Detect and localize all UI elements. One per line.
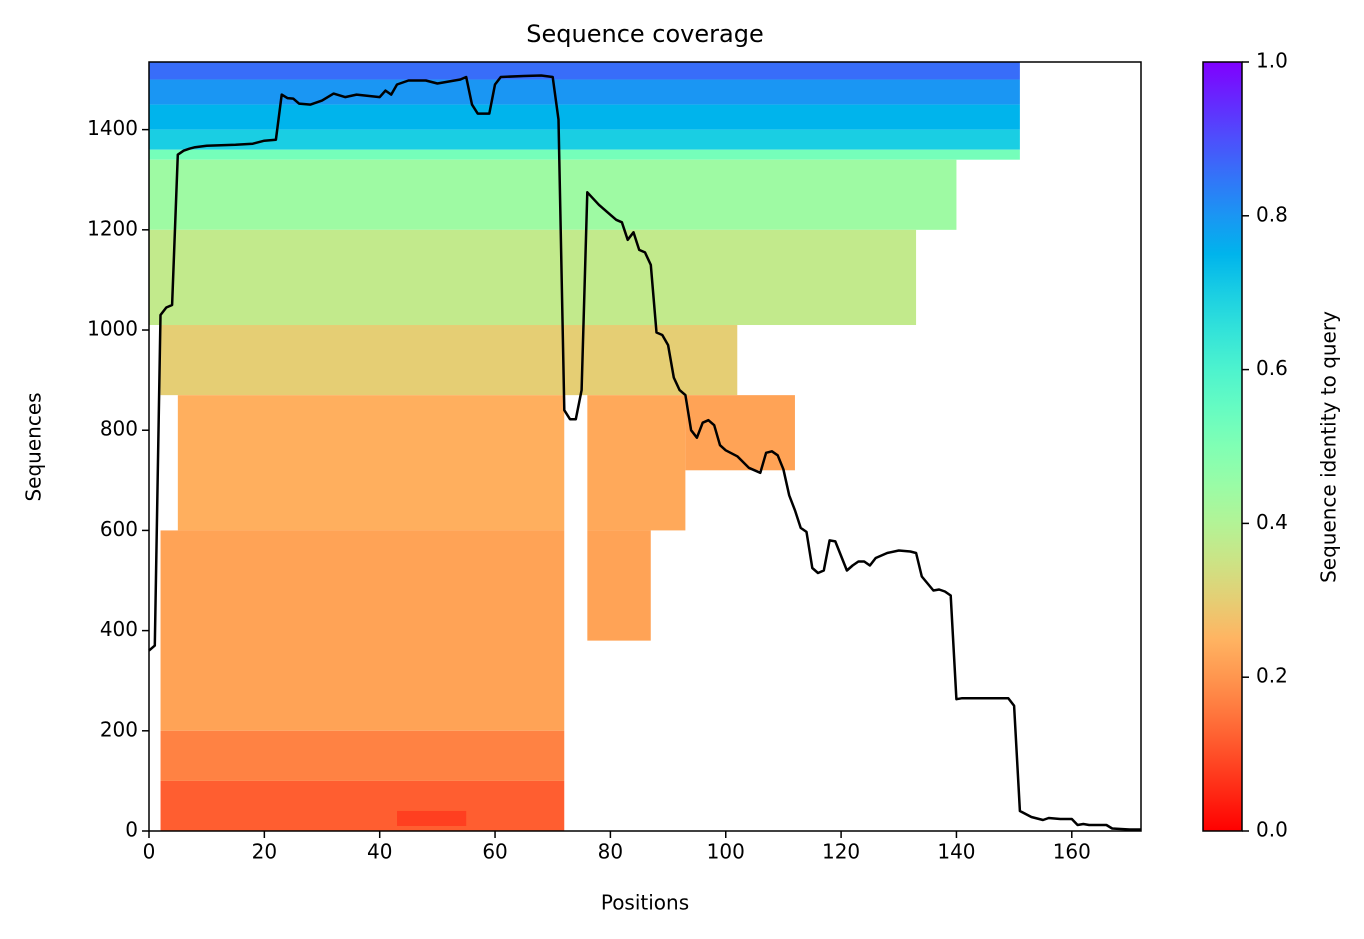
x-tick-label: 0 <box>143 840 156 864</box>
x-tick-label: 140 <box>937 840 975 864</box>
coverage-block <box>149 79 1020 105</box>
coverage-block <box>160 325 738 396</box>
coverage-block <box>160 530 565 731</box>
x-tick-label: 100 <box>707 840 745 864</box>
coverage-line <box>148 74 1141 831</box>
x-tick-label: 120 <box>822 840 860 864</box>
x-tick-label: 80 <box>598 840 623 864</box>
y-tick-label: 0 <box>125 818 138 842</box>
y-tick-label: 800 <box>100 417 138 441</box>
colorbar-tick-label: 1.0 <box>1256 49 1288 73</box>
coverage-block <box>177 395 565 531</box>
y-tick-label: 1200 <box>87 216 138 240</box>
coverage-block <box>149 129 1020 150</box>
x-tick-label: 60 <box>482 840 507 864</box>
plot-frame <box>148 61 1142 832</box>
x-tick-label: 160 <box>1053 840 1091 864</box>
coverage-block <box>149 229 917 326</box>
coverage-block <box>149 149 1020 160</box>
coverage-block <box>149 159 957 230</box>
y-tick-label: 400 <box>100 617 138 641</box>
coverage-block <box>587 395 686 531</box>
colorbar-tick-label: 0.0 <box>1256 818 1288 842</box>
x-tick-label: 20 <box>252 840 277 864</box>
chart-title: Sequence coverage <box>526 20 763 48</box>
x-axis-label: Positions <box>601 891 689 915</box>
y-tick-label: 1400 <box>87 116 138 140</box>
coverage-block <box>587 530 651 641</box>
colorbar-tick-label: 0.4 <box>1256 510 1288 534</box>
y-tick-label: 200 <box>100 717 138 741</box>
colorbar-tick-label: 0.8 <box>1256 202 1288 226</box>
coverage-block <box>397 810 467 826</box>
y-tick-label: 600 <box>100 517 138 541</box>
coverage-block <box>149 104 1020 130</box>
y-axis-label: Sequences <box>22 392 46 501</box>
coverage-block <box>149 62 1020 80</box>
colorbar-label: Sequence identity to query <box>1317 311 1341 583</box>
colorbar-tick-label: 0.2 <box>1256 664 1288 688</box>
coverage-block <box>160 730 565 781</box>
colorbar <box>1202 61 1243 832</box>
coverage-block <box>160 780 565 831</box>
y-tick-label: 1000 <box>87 317 138 341</box>
x-tick-label: 40 <box>367 840 392 864</box>
colorbar-tick-label: 0.6 <box>1256 356 1288 380</box>
